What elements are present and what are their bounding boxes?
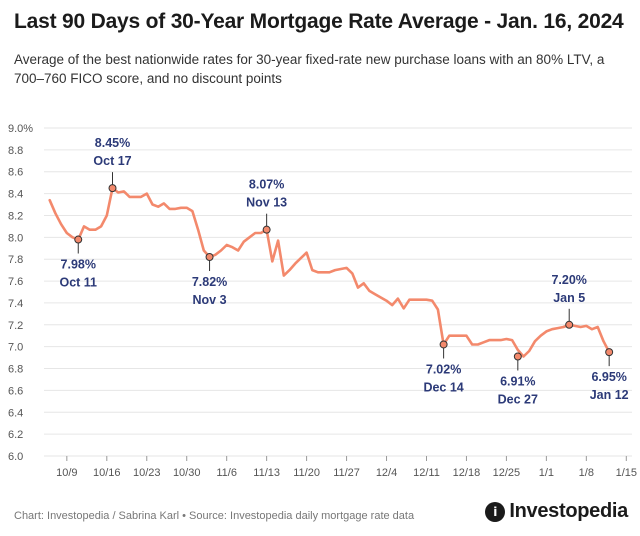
rate-line <box>48 186 611 358</box>
annotation-date: Nov 13 <box>246 196 287 210</box>
rate-series <box>48 186 611 358</box>
x-tick-label: 1/15 <box>616 467 637 479</box>
gridlines <box>44 127 632 457</box>
y-tick-label: 9.0% <box>8 123 33 135</box>
annotation-marker <box>74 235 83 244</box>
annotation-rate: 6.91% <box>500 375 535 389</box>
y-tick-label: 6.2 <box>8 429 23 441</box>
y-tick-label: 8.8 <box>8 145 23 157</box>
x-tick-label: 12/18 <box>453 467 481 479</box>
y-tick-label: 8.2 <box>8 210 23 222</box>
annotation-marker <box>108 184 117 193</box>
y-tick-label: 7.8 <box>8 254 23 266</box>
annotation-date: Jan 12 <box>590 388 629 402</box>
y-axis-ticks: 6.0 6.2 6.4 6.6 6.8 7.0 7.2 7.4 7.6 7.8 8.0 8.2 8.4 8… <box>8 123 33 463</box>
annotation-date: Oct 17 <box>93 154 131 168</box>
annotation-date: Dec 27 <box>498 393 538 407</box>
x-tick-label: 12/4 <box>376 467 397 479</box>
y-tick-label: 7.2 <box>8 320 23 332</box>
y-tick-label: 8.0 <box>8 232 23 244</box>
annotation-date: Oct 11 <box>59 276 97 290</box>
annotation-marker <box>565 320 574 329</box>
x-tick-label: 11/13 <box>253 467 280 479</box>
y-tick-label: 6.0 <box>8 451 23 463</box>
logo-icon: i <box>485 501 506 522</box>
x-axis-ticks: 10/9 10/16 10/23 10/30 11/6 11/13 11/20 11/27 12… <box>56 456 637 479</box>
logo-text: Investopedia <box>509 500 628 522</box>
x-tick-label: 10/16 <box>93 467 121 479</box>
x-tick-label: 1/1 <box>539 467 554 479</box>
annotation-rate: 7.98% <box>61 258 96 272</box>
y-tick-label: 8.4 <box>8 189 23 201</box>
chart-title: Last 90 Days of 30-Year Mortgage Rate Av… <box>14 10 624 33</box>
x-tick-label: 12/11 <box>413 467 440 479</box>
x-tick-label: 1/8 <box>579 467 594 479</box>
annotation-rate: 7.82% <box>192 275 227 289</box>
y-tick-label: 7.6 <box>8 276 23 288</box>
chart-subtitle: Average of the best nationwide rates for… <box>14 52 605 86</box>
annotation-marker <box>513 352 522 361</box>
y-tick-label: 6.4 <box>8 407 23 419</box>
annotation-rate: 7.20% <box>551 273 586 287</box>
x-tick-label: 10/30 <box>173 467 201 479</box>
x-tick-label: 10/9 <box>56 467 77 479</box>
investopedia-logo[interactable]: i Investopedia <box>485 500 628 523</box>
annotation-marker <box>439 340 448 349</box>
annotation-rate: 8.45% <box>95 136 130 150</box>
x-tick-label: 10/23 <box>133 467 161 479</box>
annotation-date: Jan 5 <box>553 291 585 305</box>
x-tick-label: 11/20 <box>293 467 320 479</box>
annotation-marker <box>605 348 614 357</box>
y-tick-label: 7.4 <box>8 298 23 310</box>
annotation-date: Nov 3 <box>193 293 227 307</box>
annotation-rate: 7.02% <box>426 362 461 376</box>
annotation-rate: 8.07% <box>249 178 284 192</box>
x-tick-label: 11/27 <box>333 467 360 479</box>
annotations: 7.98% Oct 11 8.45% Oct 17 7.82% Nov 3 8.07% Nov… <box>59 136 628 406</box>
y-tick-label: 6.6 <box>8 385 23 397</box>
annotation-date: Dec 14 <box>423 380 463 394</box>
source-note: Chart: Investopedia / Sabrina Karl • Sou… <box>14 510 415 522</box>
annotation-marker <box>205 253 214 262</box>
annotation-rate: 6.95% <box>591 370 626 384</box>
y-tick-label: 6.8 <box>8 364 23 376</box>
y-tick-label: 8.6 <box>8 167 23 179</box>
x-tick-label: 12/25 <box>493 467 521 479</box>
x-tick-label: 11/6 <box>216 467 237 479</box>
annotation-marker <box>262 225 271 234</box>
y-tick-label: 7.0 <box>8 342 23 354</box>
